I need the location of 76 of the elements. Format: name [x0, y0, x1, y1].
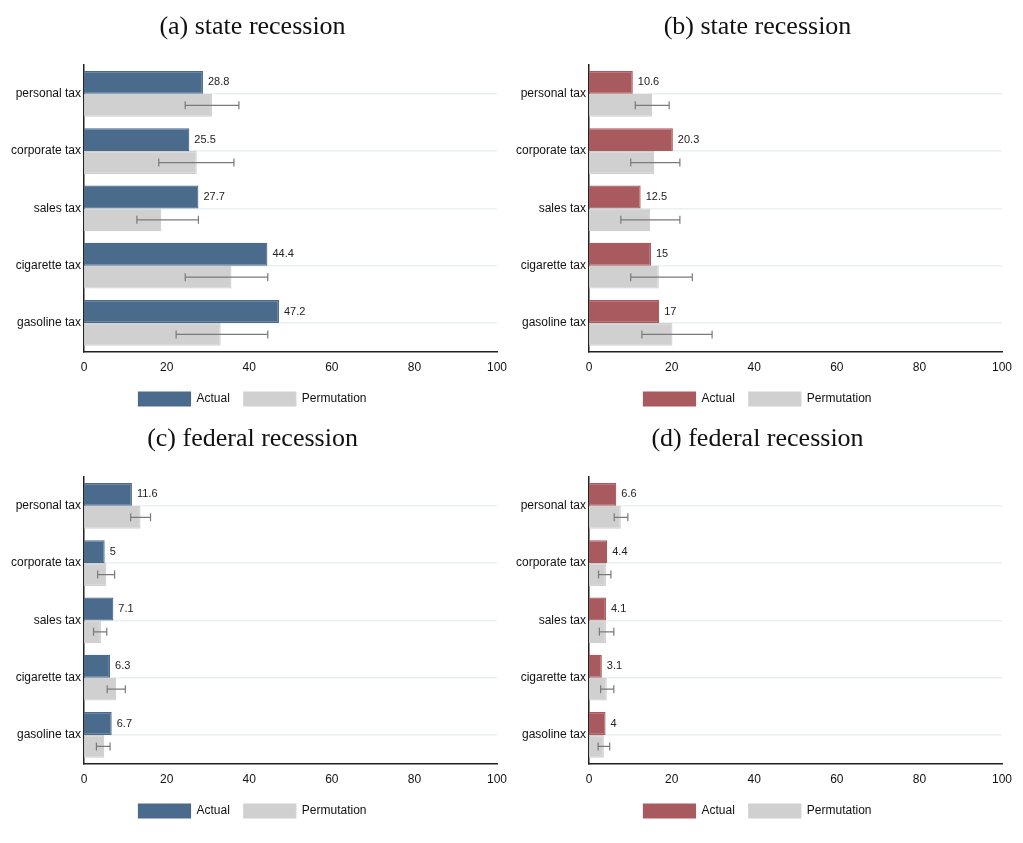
data-label: 12.5 — [645, 189, 668, 202]
y-tick-label: gasoline tax — [16, 727, 82, 742]
y-tick-label: corporate tax — [10, 555, 82, 570]
data-label: 11.6 — [136, 487, 158, 500]
x-tick-label: 80 — [407, 772, 422, 787]
data-label: 7.1 — [118, 601, 134, 614]
x-tick-label: 40 — [242, 772, 257, 787]
y-tick-label: cigarette tax — [15, 257, 82, 272]
data-label: 3.1 — [606, 659, 623, 672]
x-tick-label: 60 — [325, 360, 339, 375]
data-label: 4.4 — [612, 544, 628, 557]
chart-title: (a) state recession — [159, 11, 346, 41]
x-tick-label: 20 — [159, 360, 174, 375]
data-label: 47.2 — [283, 304, 306, 317]
data-label: 5 — [109, 544, 116, 557]
data-label: 6.3 — [115, 659, 131, 672]
y-tick-label: sales tax — [538, 612, 587, 627]
x-tick-label: 100 — [991, 772, 1013, 787]
legend-label: Actual — [196, 391, 230, 406]
x-tick-label: 20 — [664, 360, 679, 375]
y-tick-label: gasoline tax — [16, 315, 82, 330]
legend-label: Permutation — [806, 391, 872, 406]
legend-label: Actual — [196, 803, 230, 818]
y-tick-label: cigarette tax — [520, 257, 587, 272]
x-tick-label: 0 — [80, 360, 88, 375]
x-tick-label: 60 — [325, 772, 339, 787]
x-tick-label: 40 — [242, 360, 257, 375]
legend-label: Permutation — [301, 391, 367, 406]
chart-title: (b) state recession — [663, 11, 852, 41]
x-tick-label: 20 — [664, 772, 679, 787]
x-tick-label: 0 — [585, 772, 593, 787]
legend-label: Actual — [701, 803, 735, 818]
x-tick-label: 40 — [747, 772, 762, 787]
y-tick-label: personal tax — [15, 498, 82, 513]
y-tick-label: corporate tax — [515, 143, 587, 158]
x-tick-label: 0 — [80, 772, 88, 787]
y-tick-label: personal tax — [520, 498, 587, 513]
y-tick-label: sales tax — [33, 612, 82, 627]
data-label: 17 — [664, 304, 677, 317]
data-label: 27.7 — [203, 189, 225, 202]
data-label: 10.6 — [637, 75, 660, 88]
y-tick-label: personal tax — [520, 86, 587, 101]
x-tick-label: 80 — [912, 772, 927, 787]
data-label: 20.3 — [677, 132, 700, 145]
y-tick-label: cigarette tax — [520, 669, 587, 684]
data-label: 25.5 — [194, 132, 216, 145]
data-label: 28.8 — [207, 75, 230, 88]
y-tick-label: corporate tax — [515, 555, 587, 570]
x-tick-label: 20 — [159, 772, 174, 787]
x-tick-label: 60 — [830, 772, 844, 787]
data-label: 4 — [610, 716, 617, 729]
data-label: 15 — [655, 247, 669, 260]
x-tick-label: 100 — [486, 360, 508, 375]
x-tick-label: 40 — [747, 360, 762, 375]
data-label: 6.6 — [621, 487, 637, 500]
chart-title: (c) federal recession — [147, 423, 358, 453]
x-tick-label: 60 — [830, 360, 844, 375]
y-tick-label: personal tax — [15, 86, 82, 101]
y-tick-label: gasoline tax — [521, 315, 587, 330]
y-tick-label: corporate tax — [10, 143, 82, 158]
chart-title: (d) federal recession — [651, 423, 864, 453]
legend-label: Permutation — [806, 803, 872, 818]
y-tick-label: sales tax — [33, 200, 82, 215]
x-tick-label: 100 — [991, 360, 1013, 375]
x-tick-label: 80 — [407, 360, 422, 375]
x-tick-label: 80 — [912, 360, 927, 375]
legend-label: Permutation — [301, 803, 367, 818]
y-tick-label: cigarette tax — [15, 669, 82, 684]
y-tick-label: gasoline tax — [521, 727, 587, 742]
x-tick-label: 0 — [585, 360, 593, 375]
data-label: 6.7 — [116, 716, 132, 729]
legend-label: Actual — [701, 391, 735, 406]
x-tick-label: 100 — [486, 772, 508, 787]
y-tick-label: sales tax — [538, 200, 587, 215]
data-label: 4.1 — [610, 601, 627, 614]
data-label: 44.4 — [272, 247, 294, 260]
